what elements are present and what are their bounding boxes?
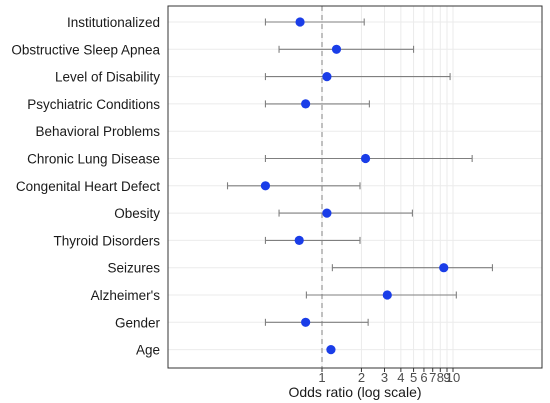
x-axis-ticks: 1 2 3 4 5 6 7 8 910 — [318, 368, 460, 385]
point-estimate — [439, 263, 449, 273]
grid-lines — [168, 6, 542, 368]
category-label: Gender — [115, 315, 161, 330]
x-tick-label: 10 — [446, 370, 460, 385]
point-estimate — [360, 153, 371, 164]
category-label: Psychiatric Conditions — [27, 97, 160, 112]
point-estimate — [294, 235, 304, 245]
x-tick-label: 9 — [443, 370, 450, 385]
point-estimate — [301, 317, 311, 327]
x-tick-label: 6 — [420, 370, 427, 385]
confidence-intervals — [226, 18, 493, 326]
category-label: Behavioral Problems — [35, 124, 160, 139]
x-tick-label: 7 — [429, 370, 436, 385]
x-tick-label: 4 — [397, 370, 404, 385]
x-tick-label: 8 — [437, 370, 444, 385]
category-label: Institutionalized — [67, 15, 160, 30]
category-labels: Institutionalized Obstructive Sleep Apnea… — [11, 15, 160, 358]
point-estimate — [322, 72, 332, 82]
x-axis-title: Odds ratio (log scale) — [288, 384, 421, 400]
category-label: Level of Disability — [55, 70, 160, 85]
point-estimate — [382, 290, 392, 300]
category-label: Age — [136, 343, 160, 358]
point-estimate — [331, 44, 342, 54]
category-label: Congenital Heart Defect — [16, 179, 160, 194]
category-label: Alzheimer's — [91, 288, 161, 303]
point-estimate — [301, 99, 311, 109]
point-estimate — [326, 345, 336, 355]
category-label: Thyroid Disorders — [53, 233, 160, 248]
odds-ratio-points — [260, 17, 449, 355]
category-label: Obesity — [114, 206, 160, 221]
category-label: Obstructive Sleep Apnea — [11, 42, 160, 57]
x-tick-label: 1 — [318, 370, 325, 385]
point-estimate — [295, 17, 305, 27]
point-estimate — [260, 181, 271, 191]
x-tick-label: 5 — [410, 370, 417, 385]
panel-border — [167, 5, 543, 369]
point-estimate — [322, 208, 332, 218]
x-tick-label: 2 — [358, 370, 365, 385]
category-label: Seizures — [107, 261, 160, 276]
x-tick-label: 3 — [381, 370, 388, 385]
category-label: Chronic Lung Disease — [27, 152, 160, 167]
